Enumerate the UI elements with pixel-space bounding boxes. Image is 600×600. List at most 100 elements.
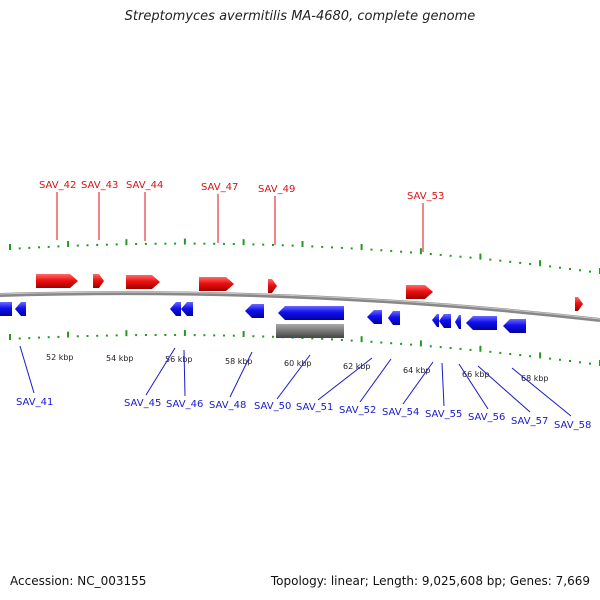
label-sav-45[interactable]: SAV_45 bbox=[124, 398, 161, 409]
gene-sav-54b[interactable] bbox=[432, 314, 439, 327]
minor-tick bbox=[579, 269, 581, 272]
bottom-tick-track bbox=[9, 330, 600, 366]
minor-tick bbox=[499, 259, 502, 262]
gene-sav-55[interactable] bbox=[439, 314, 451, 328]
gene-sav-57[interactable] bbox=[503, 319, 526, 333]
minor-tick bbox=[38, 246, 40, 249]
minor-tick bbox=[489, 258, 492, 261]
major-tick bbox=[419, 248, 422, 255]
label-sav-57[interactable]: SAV_57 bbox=[511, 416, 548, 427]
gene-edge-right[interactable] bbox=[575, 297, 583, 311]
minor-tick bbox=[86, 335, 89, 337]
label-sav-50[interactable]: SAV_50 bbox=[254, 401, 291, 412]
label-sav-56[interactable]: SAV_56 bbox=[468, 412, 505, 423]
gene-sav-43[interactable] bbox=[93, 274, 104, 288]
major-tick bbox=[479, 345, 482, 352]
label-sav-42[interactable]: SAV_42 bbox=[39, 180, 76, 191]
minor-tick bbox=[252, 335, 255, 338]
genome-backbone-highlight bbox=[0, 291, 600, 320]
major-tick bbox=[539, 260, 542, 267]
minor-tick bbox=[380, 249, 383, 252]
minor-tick bbox=[529, 355, 532, 358]
major-tick bbox=[539, 352, 542, 359]
major-tick bbox=[419, 340, 422, 347]
minor-tick bbox=[76, 335, 79, 338]
gene-sav-53[interactable] bbox=[406, 285, 433, 299]
minor-tick bbox=[559, 266, 561, 269]
minor-tick bbox=[213, 242, 216, 245]
minor-tick bbox=[459, 347, 462, 350]
minor-tick bbox=[86, 244, 89, 247]
minor-tick bbox=[449, 347, 452, 349]
genome-backbone bbox=[0, 291, 600, 322]
kbp-label-56: 56 kbp bbox=[165, 355, 193, 364]
minor-tick bbox=[223, 334, 225, 337]
minor-tick bbox=[96, 243, 99, 246]
minor-tick bbox=[105, 243, 108, 246]
minor-tick bbox=[115, 243, 118, 246]
minor-tick bbox=[380, 341, 383, 344]
kbp-label-64: 64 kbp bbox=[403, 366, 431, 375]
kbp-label-62: 62 kbp bbox=[343, 362, 371, 371]
gene-sav-54a[interactable] bbox=[388, 311, 400, 325]
minor-tick bbox=[589, 362, 591, 365]
minor-tick bbox=[252, 243, 255, 246]
label-sav-53[interactable]: SAV_53 bbox=[407, 191, 444, 202]
minor-tick bbox=[410, 251, 412, 254]
top-tick-track bbox=[9, 238, 600, 274]
gene-sav-48[interactable] bbox=[245, 304, 264, 318]
minor-tick bbox=[144, 334, 147, 336]
minor-tick bbox=[18, 337, 21, 340]
label-sav-47[interactable]: SAV_47 bbox=[201, 182, 238, 193]
minor-tick bbox=[410, 343, 412, 346]
bottom-label-leaders bbox=[19, 345, 572, 417]
minor-tick bbox=[569, 268, 571, 270]
label-sav-46[interactable]: SAV_46 bbox=[166, 399, 203, 410]
gene-sav-41a[interactable] bbox=[0, 302, 12, 316]
bottom-labels: SAV_41 SAV_45 SAV_46 SAV_48 SAV_50 SAV_5… bbox=[16, 397, 591, 431]
minor-tick bbox=[509, 260, 512, 263]
gene-sav-52[interactable] bbox=[367, 310, 382, 324]
label-sav-52[interactable]: SAV_52 bbox=[339, 405, 376, 416]
gene-sav-46[interactable] bbox=[181, 302, 193, 316]
major-tick bbox=[125, 330, 128, 337]
minor-tick bbox=[370, 248, 373, 251]
gene-sav-41b[interactable] bbox=[15, 302, 26, 316]
minor-tick bbox=[105, 334, 108, 337]
label-sav-51[interactable]: SAV_51 bbox=[296, 402, 333, 413]
label-sav-43[interactable]: SAV_43 bbox=[81, 180, 118, 191]
major-tick bbox=[360, 336, 363, 343]
label-sav-58[interactable]: SAV_58 bbox=[554, 420, 591, 431]
minor-tick bbox=[549, 357, 552, 360]
minor-tick bbox=[18, 247, 21, 250]
label-sav-48[interactable]: SAV_48 bbox=[209, 400, 246, 411]
gene-sav-45[interactable] bbox=[170, 302, 181, 316]
major-tick bbox=[67, 241, 70, 247]
minor-tick bbox=[28, 246, 31, 249]
minor-tick bbox=[38, 336, 40, 339]
kbp-label-66: 66 kbp bbox=[462, 370, 490, 379]
gene-sav-44[interactable] bbox=[126, 275, 160, 289]
minor-tick bbox=[213, 334, 216, 337]
gene-sav-47[interactable] bbox=[199, 277, 234, 291]
major-tick bbox=[242, 331, 245, 337]
minor-tick bbox=[569, 360, 571, 362]
gene-sav-49[interactable] bbox=[268, 279, 277, 293]
minor-tick bbox=[193, 334, 196, 337]
minor-tick bbox=[262, 335, 265, 338]
label-sav-54[interactable]: SAV_54 bbox=[382, 407, 419, 418]
minor-tick bbox=[321, 337, 324, 340]
minor-tick bbox=[439, 346, 442, 349]
gene-sav-42[interactable] bbox=[36, 274, 78, 288]
gene-sav-56b[interactable] bbox=[466, 316, 497, 330]
minor-tick bbox=[340, 339, 343, 341]
gene-sav-56a[interactable] bbox=[455, 315, 461, 329]
gene-sav-50[interactable] bbox=[278, 306, 344, 320]
major-tick bbox=[9, 244, 11, 250]
minor-tick bbox=[144, 242, 147, 245]
label-sav-41[interactable]: SAV_41 bbox=[16, 397, 53, 408]
label-sav-49[interactable]: SAV_49 bbox=[258, 184, 295, 195]
rna-feature[interactable] bbox=[276, 324, 344, 338]
label-sav-44[interactable]: SAV_44 bbox=[126, 180, 163, 191]
label-sav-55[interactable]: SAV_55 bbox=[425, 409, 462, 420]
